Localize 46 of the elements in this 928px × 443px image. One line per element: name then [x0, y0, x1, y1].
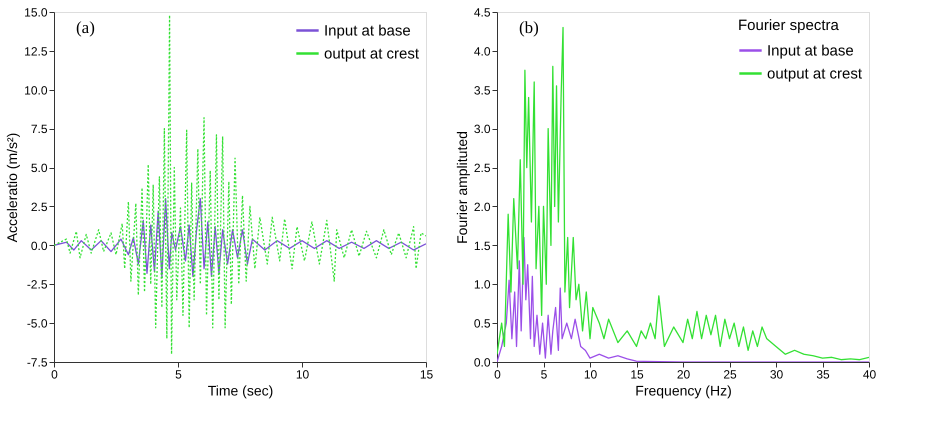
x-tick-label: 5: [175, 368, 182, 382]
x-tick-label: 30: [770, 368, 784, 382]
legend-title: Fourier spectra: [738, 17, 840, 34]
y-axis-title: Acceleratio (m/s²): [4, 132, 20, 242]
legend-label: output at crest: [324, 46, 420, 62]
y-tick-label: 15.0: [24, 6, 48, 20]
y-tick-label: -2.5: [26, 278, 48, 292]
x-tick-label: 15: [420, 368, 434, 382]
y-tick-label: 2.0: [474, 200, 491, 214]
annotation: (b): [519, 18, 539, 37]
y-tick-label: 0.0: [30, 238, 48, 253]
x-tick-label: 35: [816, 368, 830, 382]
x-tick-label: 10: [584, 368, 598, 382]
y-tick-label: -7.5: [26, 356, 48, 370]
x-tick-label: 10: [296, 368, 310, 382]
y-tick-label: 3.5: [474, 83, 491, 98]
x-tick-label: 20: [676, 368, 690, 382]
y-tick-label: 7.5: [30, 122, 48, 136]
x-tick-label: 25: [723, 368, 737, 382]
y-tick-label: 0.0: [474, 356, 491, 370]
y-tick-label: 4.0: [474, 44, 491, 58]
y-tick-label: 10.0: [24, 83, 48, 98]
y-tick-label: 3.0: [474, 122, 491, 136]
y-tick-label: 5.0: [30, 161, 48, 176]
y-tick-label: 1.5: [474, 238, 491, 253]
y-tick-label: 2.5: [30, 200, 48, 214]
legend-label: output at crest: [767, 66, 863, 82]
y-tick-label: 4.5: [474, 6, 491, 20]
x-tick-label: 0: [494, 368, 502, 382]
y-tick-label: -5.0: [26, 316, 48, 331]
y-axis-title: Fourier amplituted: [454, 131, 470, 244]
legend-label: Input at base: [767, 42, 854, 60]
y-tick-label: 12.5: [24, 44, 48, 58]
legend-label: Input at base: [324, 22, 411, 40]
x-tick-label: 5: [540, 368, 548, 382]
y-tick-label: 1.0: [474, 278, 491, 292]
x-axis-title: Frequency (Hz): [635, 382, 732, 398]
line-series: [54, 14, 426, 355]
y-tick-label: 0.5: [474, 316, 491, 331]
line-series: [54, 198, 426, 278]
annotation: (a): [76, 18, 95, 37]
x-axis-title: Time (sec): [208, 382, 274, 398]
y-tick-label: 2.5: [474, 161, 491, 176]
x-tick-label: 40: [862, 368, 876, 382]
x-tick-label: 15: [630, 368, 644, 382]
x-tick-label: 0: [51, 368, 58, 382]
